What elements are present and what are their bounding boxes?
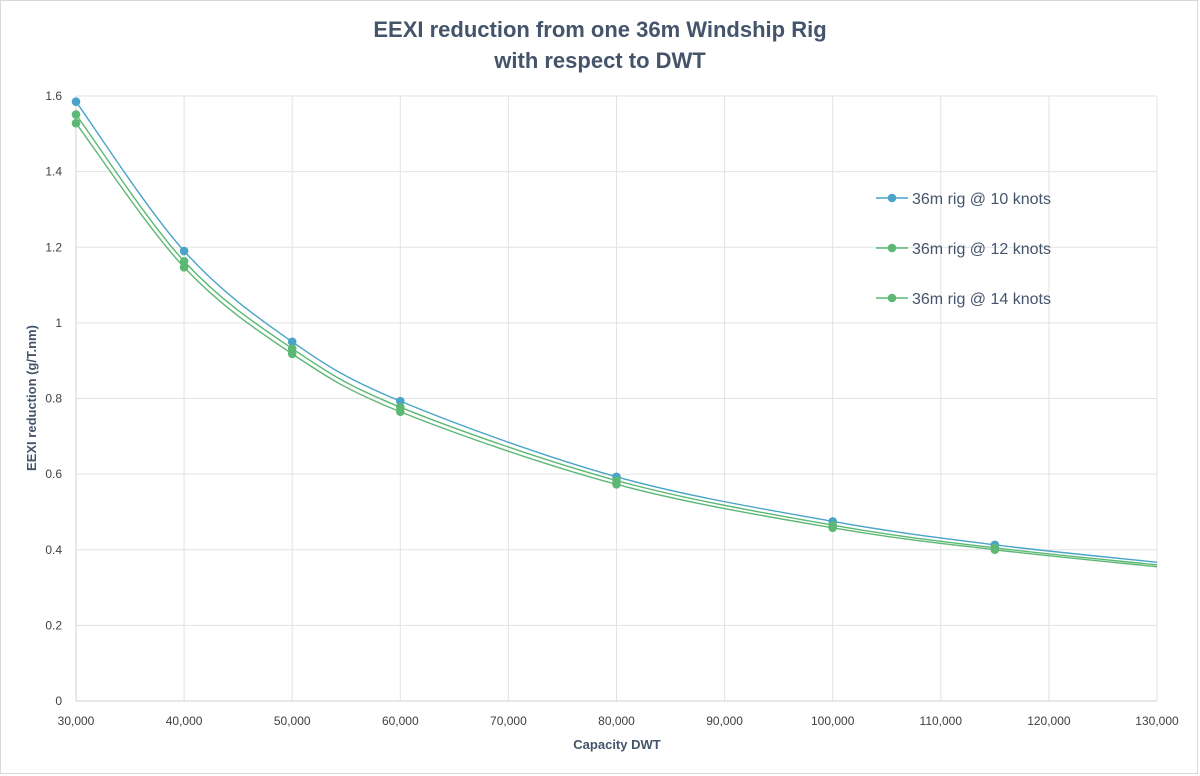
y-tick-label: 0 <box>55 694 62 708</box>
x-tick-label: 80,000 <box>598 714 635 728</box>
y-tick-label: 1 <box>55 316 62 330</box>
data-point-s2 <box>71 110 81 119</box>
data-point-s1 <box>179 246 189 256</box>
data-point-s1 <box>71 97 81 106</box>
x-axis-title: Capacity DWT <box>573 737 660 752</box>
data-point-s2 <box>179 256 189 266</box>
data-point-s3 <box>828 523 837 533</box>
series-line-1 <box>75 101 1158 563</box>
x-tick-label: 90,000 <box>706 714 743 728</box>
series-line-3 <box>75 122 1158 568</box>
data-point-s3 <box>990 545 1000 555</box>
y-tick-label: 1.6 <box>45 89 62 103</box>
y-tick-label: 0.6 <box>45 467 62 481</box>
y-tick-label: 0.4 <box>45 543 62 557</box>
series-line-2 <box>75 114 1158 566</box>
legend-label-3: 36m rig @ 14 knots <box>912 291 1051 308</box>
data-point-s3 <box>71 118 81 128</box>
x-tick-label: 30,000 <box>58 714 95 728</box>
legend-marker-1 <box>887 193 897 203</box>
x-tick-label: 130,000 <box>1135 714 1179 728</box>
data-point-s3 <box>612 480 621 489</box>
legend-label-2: 36m rig @ 12 knots <box>912 241 1051 258</box>
data-point-s1 <box>396 396 405 406</box>
data-point-s1 <box>287 337 297 347</box>
legend: 36m rig @ 10 knots 36m rig @ 12 knots 36m … <box>876 191 1051 308</box>
y-tick-label: 0.8 <box>45 392 62 406</box>
x-axis-ticks: 30,000 40,000 50,000 60,000 70,000 80,000 90,0… <box>58 714 1179 728</box>
series-points <box>71 97 1000 555</box>
data-point-s3 <box>287 349 297 359</box>
grid-lines <box>76 95 1158 701</box>
data-point-s3 <box>396 407 405 417</box>
legend-label-1: 36m rig @ 10 knots <box>912 191 1051 208</box>
x-tick-label: 70,000 <box>490 714 527 728</box>
legend-marker-2 <box>887 243 897 253</box>
chart-title: EEXI reduction from one 36m Windship Rig… <box>0 14 1200 76</box>
y-tick-label: 1.4 <box>45 165 62 179</box>
x-tick-label: 50,000 <box>274 714 311 728</box>
x-tick-label: 120,000 <box>1027 714 1071 728</box>
chart-title-line-2: with respect to DWT <box>494 48 706 73</box>
legend-marker-3 <box>887 293 897 303</box>
y-axis-ticks: 0 0.2 0.4 0.6 0.8 1 1.2 1.4 1.6 <box>45 89 62 708</box>
data-point-s3 <box>179 262 189 272</box>
x-tick-label: 100,000 <box>811 714 855 728</box>
x-tick-label: 40,000 <box>166 714 203 728</box>
series-lines <box>75 101 1158 568</box>
y-tick-label: 0.2 <box>45 618 62 632</box>
axes <box>75 96 1157 702</box>
x-tick-label: 110,000 <box>920 714 963 728</box>
x-tick-label: 60,000 <box>382 714 419 728</box>
y-axis-title: EEXI reduction (g/T.nm) <box>24 325 39 471</box>
chart-title-line-1: EEXI reduction from one 36m Windship Rig <box>373 17 827 42</box>
y-tick-label: 1.2 <box>45 240 62 254</box>
